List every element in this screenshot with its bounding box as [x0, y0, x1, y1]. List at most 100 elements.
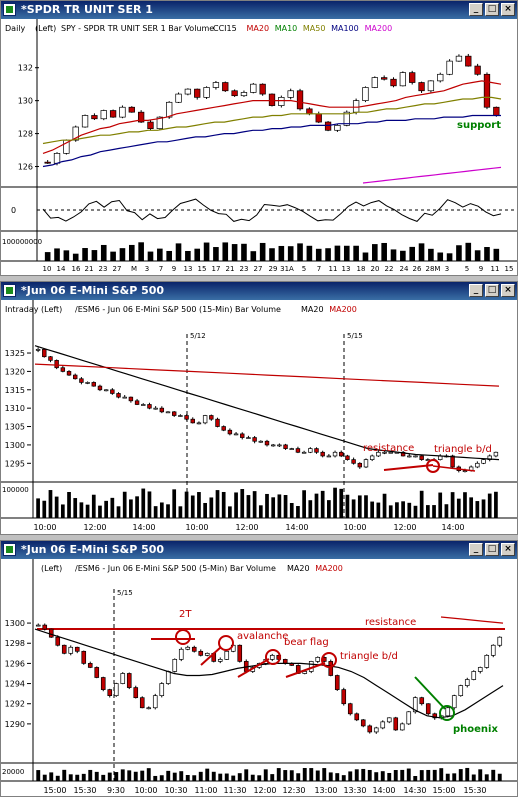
daily-chart-window[interactable]: *SPDR TR UNIT SER 1 _ □ × Daily (Left) S… — [0, 0, 518, 276]
price-bar — [74, 646, 80, 652]
volume-bar — [439, 768, 444, 781]
moving-average-line — [42, 80, 502, 154]
price-bar — [363, 459, 369, 468]
volume-bar — [231, 775, 236, 781]
volume-bar — [185, 250, 191, 261]
y-tick-label: 1300 — [5, 619, 25, 628]
minimize-button[interactable]: _ — [469, 543, 483, 556]
volume-bar — [493, 248, 500, 261]
triangle-circle — [321, 652, 337, 668]
price-bar — [343, 111, 350, 126]
x-tick-label: 26 — [413, 265, 422, 273]
maximize-button[interactable]: □ — [485, 3, 499, 16]
intraday-15min-plot[interactable]: Intraday (Left) /ESM6 - Jun 06 E-Mini S&… — [1, 300, 517, 534]
intraday-15min-window[interactable]: *Jun 06 E-Mini S&P 500 _ □ × Intraday (L… — [0, 281, 518, 535]
intraday-5min-plot[interactable]: (Left) /ESM6 - Jun 06 E-Mini S&P 500 (5-… — [1, 559, 517, 796]
daily-chart-plot[interactable]: Daily (Left) SPY - SPDR TR UNIT SER 1 Ba… — [1, 19, 517, 275]
volume-bar — [100, 244, 107, 261]
price-bar — [116, 393, 121, 398]
volume-bar — [166, 250, 172, 261]
x-tick-label: 21 — [226, 265, 235, 273]
volume-bar — [114, 772, 119, 781]
price-bar — [373, 727, 379, 733]
x-tick-label: 11:30 — [223, 786, 246, 795]
indicator-label: MA10 — [275, 24, 298, 33]
price-bar — [184, 415, 189, 420]
x-tick-label: 14:00 — [441, 523, 464, 532]
price-bar — [100, 110, 107, 120]
close-button[interactable]: × — [501, 543, 515, 556]
price-bar — [165, 411, 171, 414]
volume-bar — [478, 769, 483, 781]
price-bar — [120, 673, 126, 684]
x-tick-label: 20 — [371, 265, 380, 273]
price-bar — [306, 108, 313, 115]
price-bar — [308, 448, 313, 453]
price-bar — [289, 448, 294, 450]
close-button[interactable]: × — [501, 3, 515, 16]
volume-bar — [197, 492, 201, 518]
price-bar — [110, 389, 115, 394]
volume-bar — [203, 502, 207, 518]
x-tick-label: 14:30 — [403, 786, 426, 795]
price-bar — [133, 687, 139, 699]
volume-bar — [388, 505, 393, 518]
y-tick-label: 1292 — [5, 700, 25, 709]
volume-bar — [234, 492, 238, 518]
volume-bar — [94, 771, 99, 781]
volume-bar — [128, 244, 135, 261]
title-bar[interactable]: *Jun 06 E-Mini S&P 500 _ □ × — [1, 541, 517, 559]
x-tick-label: 27 — [254, 265, 263, 273]
price-bar — [97, 385, 103, 391]
price-bar — [147, 121, 154, 129]
volume-bar — [445, 773, 450, 781]
minimize-button[interactable]: _ — [469, 284, 483, 297]
x-tick-label: 12:00 — [253, 786, 276, 795]
indicator-label: MA100 — [331, 24, 359, 33]
price-bar — [357, 462, 363, 468]
title-bar[interactable]: *SPDR TR UNIT SER 1 _ □ × — [1, 1, 517, 19]
volume-bar — [68, 774, 73, 781]
price-bar — [458, 685, 464, 697]
y-tick-label: 1298 — [5, 639, 25, 648]
x-tick-label: 10:00 — [343, 523, 366, 532]
price-bar — [339, 451, 344, 457]
price-bar — [222, 82, 229, 92]
close-button[interactable]: × — [501, 284, 515, 297]
volume-bar — [85, 504, 90, 518]
x-tick-label: 14 — [57, 265, 66, 273]
x-tick-label: 9 — [479, 265, 483, 273]
price-bar — [277, 444, 282, 447]
volume-bar — [88, 769, 93, 781]
price-bar — [315, 657, 321, 662]
price-bar — [362, 87, 369, 101]
price-bar — [94, 667, 100, 678]
x-tick-label: 15:00 — [43, 786, 66, 795]
price-bar — [152, 695, 158, 709]
volume-bar — [380, 771, 385, 781]
volume-bar — [44, 252, 51, 261]
volume-bar — [135, 496, 139, 518]
volume-bar — [153, 775, 158, 781]
volume-bar — [36, 770, 41, 781]
price-bar — [381, 77, 388, 80]
y-tick-label: 130 — [18, 97, 33, 106]
annotation-phoenix: phoenix — [453, 724, 498, 735]
intraday-5min-window[interactable]: *Jun 06 E-Mini S&P 500 _ □ × (Left) /ESM… — [0, 540, 518, 797]
moving-average-line — [362, 166, 502, 184]
minimize-button[interactable]: _ — [469, 3, 483, 16]
x-tick-label: 12:30 — [282, 786, 305, 795]
volume-bar — [376, 502, 381, 518]
title-bar[interactable]: *Jun 06 E-Mini S&P 500 _ □ × — [1, 282, 517, 300]
x-tick-label: 7 — [317, 265, 321, 273]
maximize-button[interactable]: □ — [485, 543, 499, 556]
price-bar — [252, 437, 257, 442]
indicator-label: MA20 — [301, 305, 324, 314]
price-bar — [175, 93, 182, 103]
volume-bar — [203, 242, 210, 261]
maximize-button[interactable]: □ — [485, 284, 499, 297]
volume-bar — [36, 498, 40, 518]
price-bar — [119, 106, 126, 118]
price-bar — [425, 703, 431, 715]
x-tick-label: 31A — [280, 265, 294, 273]
